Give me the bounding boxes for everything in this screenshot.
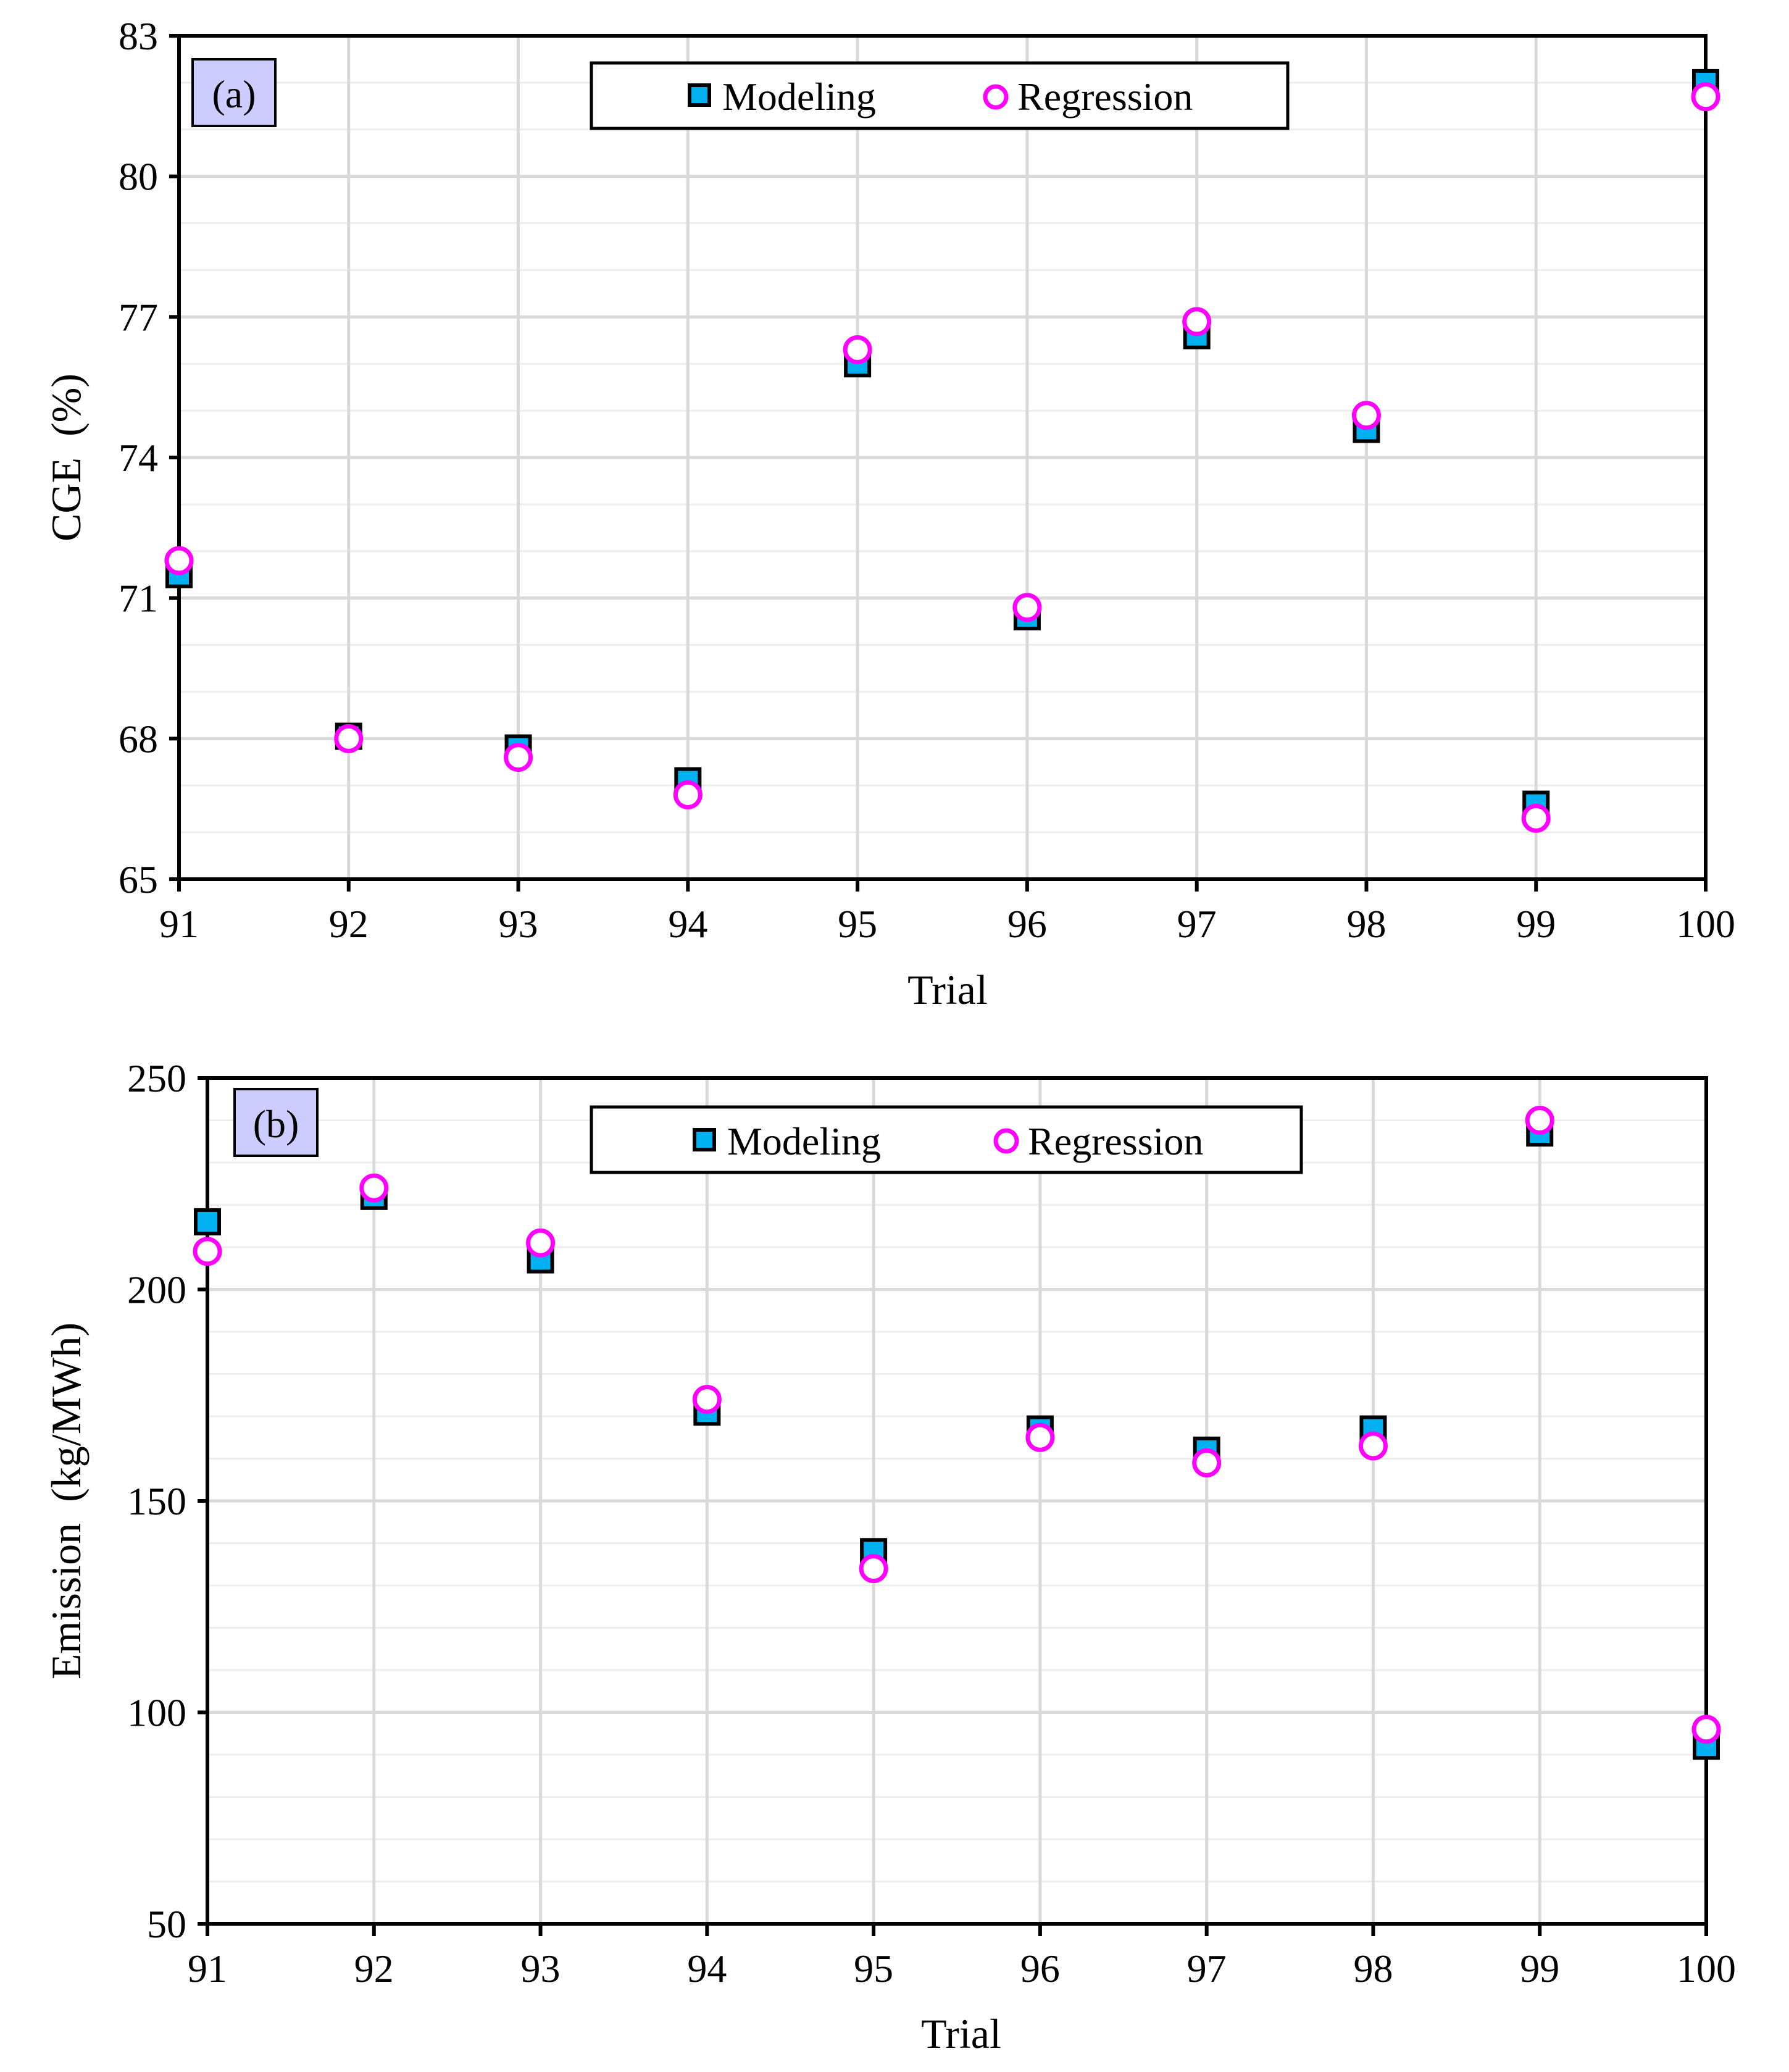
chart-b-regression-point — [193, 1237, 222, 1266]
chart-a-y-tick-label: 65 — [119, 858, 158, 901]
chart-b-regression-point — [859, 1554, 888, 1584]
chart-a-x-tick-label: 97 — [1177, 902, 1217, 946]
chart-a-regression-point — [504, 743, 533, 772]
chart-a-y-tick-labels: 65 68 71 74 77 80 83 — [119, 14, 158, 901]
chart-b-x-tick-label: 93 — [521, 1947, 561, 1991]
chart-a-ticks — [169, 34, 1708, 892]
chart-b-regression-point — [526, 1228, 556, 1258]
chart-a-x-tick-label: 100 — [1676, 902, 1735, 946]
chart-b-x-axis-label: Trial — [921, 2010, 1001, 2057]
chart-a-x-tick-label: 91 — [159, 902, 199, 946]
chart-a-x-tick-label: 96 — [1007, 902, 1047, 946]
chart-b-regression-point — [359, 1173, 389, 1203]
chart-b-x-tick-label: 99 — [1520, 1947, 1559, 1991]
chart-b-x-tick-label: 95 — [854, 1947, 893, 1991]
chart-b-x-tick-label: 94 — [687, 1947, 727, 1991]
chart-a-regression-point — [334, 724, 364, 753]
chart-b-y-tick-label: 250 — [127, 1056, 186, 1100]
chart-a-regression-point — [1182, 307, 1212, 336]
chart-b-y-tick-label: 100 — [127, 1691, 186, 1735]
chart-b-x-tick-label: 91 — [188, 1947, 227, 1991]
chart-panel-b: 50 100 150 200 250 91 92 93 94 95 96 97 98 99 100 Tri… — [43, 1056, 1736, 2057]
chart-a-panel-label-box — [191, 58, 277, 127]
chart-b-y-tick-label: 200 — [127, 1268, 186, 1312]
chart-b-regression-point — [1025, 1422, 1055, 1452]
chart-a-regression-point — [843, 335, 872, 364]
chart-a-x-tick-label: 92 — [329, 902, 369, 946]
chart-b-x-tick-label: 96 — [1020, 1947, 1060, 1991]
chart-a-legend: Modeling Regression — [590, 61, 1290, 130]
chart-a-y-tick-label: 80 — [119, 155, 158, 199]
chart-b-legend: Modeling Regression — [590, 1105, 1303, 1174]
chart-a-y-tick-label: 83 — [119, 14, 158, 58]
chart-b-legend-regression-marker — [993, 1128, 1019, 1154]
chart-a-y-tick-label: 68 — [119, 717, 158, 761]
chart-panel-a: 65 68 71 74 77 80 83 91 92 93 94 95 96 97 98 99 100 Tri… — [43, 14, 1735, 1013]
chart-a-legend-modeling-label: Modeling — [722, 75, 876, 119]
chart-a-y-tick-label: 71 — [119, 577, 158, 620]
chart-b-x-tick-labels: 91 92 93 94 95 96 97 98 99 100 — [188, 1947, 1736, 1991]
chart-b-y-tick-labels: 50 100 150 200 250 — [127, 1056, 186, 1946]
chart-b-regression-point — [1691, 1715, 1721, 1744]
chart-b-legend-modeling-marker — [693, 1128, 716, 1151]
chart-b-regression-point — [1358, 1431, 1388, 1461]
chart-a-grid — [177, 34, 1708, 881]
chart-b-regression-point — [1192, 1448, 1222, 1477]
chart-a-panel-label: (a) — [212, 72, 256, 116]
chart-b-y-tick-label: 50 — [147, 1902, 186, 1946]
chart-a-y-tick-label: 77 — [119, 295, 158, 339]
chart-b-x-tick-label: 100 — [1677, 1947, 1736, 1991]
chart-a-regression-point — [1351, 401, 1381, 430]
chart-a-legend-regression-marker — [983, 84, 1009, 110]
chart-b-grid — [206, 1076, 1708, 1926]
chart-b-x-tick-label: 98 — [1353, 1947, 1393, 1991]
chart-a-regression-point — [673, 780, 703, 809]
chart-a-legend-modeling-marker — [688, 83, 711, 107]
chart-a-regression-point — [1691, 82, 1720, 112]
chart-b-y-tick-label: 150 — [127, 1479, 186, 1523]
chart-a-x-tick-label: 98 — [1346, 902, 1386, 946]
chart-b-x-tick-label: 97 — [1187, 1947, 1227, 1991]
chart-a-regression-point — [164, 546, 194, 575]
chart-b-ticks — [198, 1076, 1708, 1936]
chart-b-legend-modeling-label: Modeling — [727, 1119, 881, 1163]
chart-a-regression-point — [1521, 803, 1551, 833]
chart-a-x-tick-label: 95 — [838, 902, 877, 946]
chart-a-legend-regression-label: Regression — [1017, 75, 1193, 119]
chart-a-x-tick-labels: 91 92 93 94 95 96 97 98 99 100 — [159, 902, 1735, 946]
chart-a-y-axis-label: CGE (%) — [43, 374, 90, 541]
chart-a-x-axis-label: Trial — [907, 966, 988, 1013]
chart-a-marks — [164, 69, 1720, 833]
chart-a-x-tick-label: 94 — [668, 902, 707, 946]
chart-b-regression-point — [692, 1385, 722, 1414]
chart-a-x-tick-label: 93 — [499, 902, 538, 946]
chart-a-y-tick-label: 74 — [119, 436, 158, 480]
chart-b-x-tick-label: 92 — [354, 1947, 394, 1991]
chart-b-modeling-point — [194, 1208, 221, 1235]
chart-a-regression-point — [1012, 593, 1042, 622]
chart-b-y-axis-label: Emission (kg/MWh) — [43, 1322, 90, 1679]
chart-b-regression-point — [1525, 1106, 1554, 1135]
chart-b-legend-regression-label: Regression — [1028, 1119, 1203, 1163]
chart-a-x-tick-label: 99 — [1516, 902, 1556, 946]
chart-b-marks — [193, 1106, 1721, 1760]
chart-b-panel-label: (b) — [253, 1102, 299, 1146]
chart-b-panel-label-box — [233, 1088, 319, 1157]
